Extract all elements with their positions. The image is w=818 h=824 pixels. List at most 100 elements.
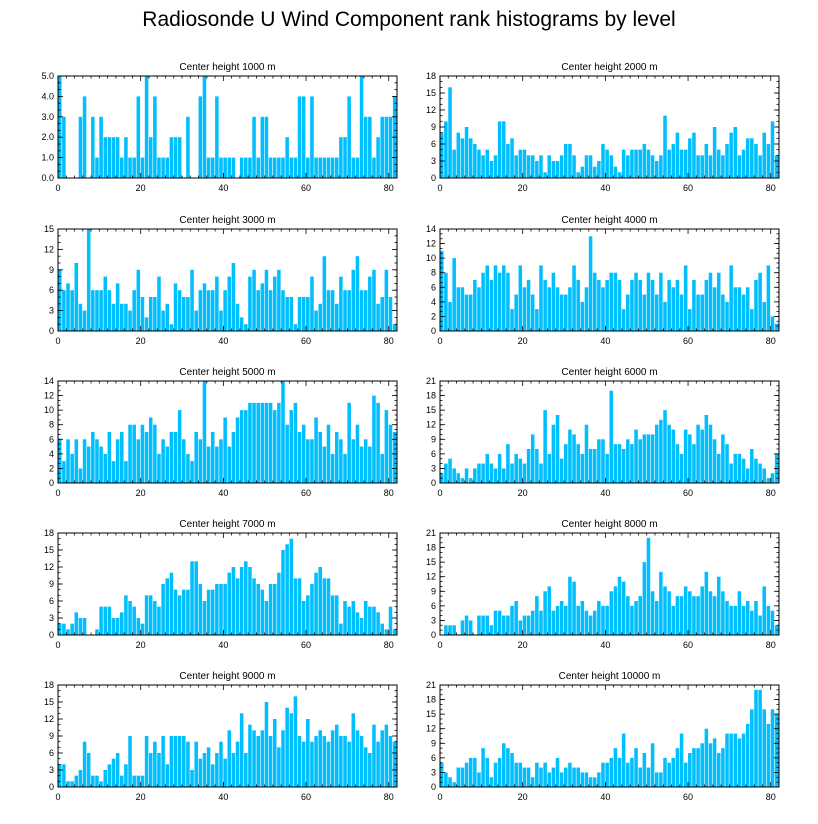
histogram-bar [128, 736, 132, 787]
histogram-bar [555, 415, 560, 483]
histogram-bar [485, 149, 490, 178]
histogram-bar [584, 772, 589, 787]
histogram-bar [485, 453, 490, 483]
histogram-bar [452, 258, 456, 331]
histogram-bar [173, 589, 178, 635]
histogram-bar [268, 157, 273, 178]
histogram-bar [318, 303, 322, 331]
histogram-bar [111, 758, 116, 787]
histogram-bar [725, 301, 729, 331]
histogram-bar [679, 294, 684, 331]
histogram-bar [758, 463, 762, 483]
histogram-bar [376, 303, 380, 331]
histogram-bar [733, 127, 738, 178]
histogram-bar [206, 446, 211, 483]
histogram-bar [120, 303, 124, 331]
y-tick-label: 0 [49, 782, 54, 792]
histogram-bar [91, 775, 95, 787]
histogram-bar [124, 303, 128, 331]
histogram-bar [322, 736, 327, 787]
histogram-bar [634, 272, 638, 331]
histogram-bar [630, 149, 634, 178]
panel-title: Center height 6000 m [561, 367, 657, 378]
histogram-bar [605, 149, 609, 178]
histogram-bar [62, 116, 66, 178]
histogram-bar [543, 591, 547, 635]
histogram-bar [86, 446, 91, 483]
histogram-bar [264, 402, 269, 483]
histogram-bar [351, 269, 356, 331]
y-tick-label: 15 [426, 709, 436, 719]
histogram-bar [510, 463, 514, 483]
histogram-bar [322, 256, 327, 331]
histogram-bar [502, 121, 506, 178]
histogram-bar [206, 290, 211, 331]
histogram-bar [124, 137, 128, 178]
histogram-bar [169, 137, 174, 178]
histogram-bar [712, 287, 717, 331]
histogram-bar [646, 537, 651, 635]
histogram-bar [766, 144, 771, 178]
histogram-bar [659, 155, 663, 178]
histogram-bar [584, 155, 589, 178]
histogram-bar [750, 449, 754, 483]
histogram-bar [514, 453, 518, 483]
histogram-bar [663, 586, 667, 635]
histogram-bar [506, 615, 510, 635]
histogram-bar [770, 473, 775, 483]
panel-8: Center height 8000 m 0 20 40 60 80 0 3 6 9 12 15 18 2… [426, 519, 780, 650]
histogram-bar [638, 280, 642, 331]
histogram-bar [584, 287, 589, 331]
x-tick-label: 0 [437, 183, 442, 193]
histogram-bar [62, 764, 66, 787]
histogram-bar [115, 618, 120, 635]
histogram-bar [518, 149, 523, 178]
histogram-bar [741, 149, 746, 178]
histogram-bar [314, 736, 318, 787]
histogram-bar [120, 612, 124, 635]
histogram-bar [597, 439, 601, 483]
y-tick-label: 18 [44, 680, 54, 690]
histogram-bar [235, 417, 240, 483]
histogram-bar [74, 775, 79, 787]
panel-3: Center height 3000 m 0 20 40 60 80 0 3 6 9 12 15 [44, 215, 398, 346]
histogram-bar [368, 276, 372, 331]
plot-frame [439, 684, 780, 788]
histogram-bar [477, 149, 481, 178]
histogram-bar [750, 709, 754, 787]
histogram-bar [626, 762, 630, 787]
histogram-bar [659, 571, 663, 635]
histogram-bar [766, 265, 771, 331]
histogram-bar [186, 297, 190, 331]
histogram-bar [559, 601, 564, 635]
histogram-bar [510, 753, 514, 787]
histogram-bar [190, 770, 194, 787]
x-tick-label: 0 [55, 488, 60, 498]
histogram-bar [493, 155, 498, 178]
histogram-bar [754, 144, 758, 178]
histogram-bar [78, 468, 83, 483]
histogram-bar [103, 276, 108, 331]
histogram-bar [663, 115, 667, 178]
histogram-bar [621, 309, 626, 331]
histogram-bar [688, 753, 692, 787]
histogram-bar [741, 458, 746, 483]
histogram-bar [704, 144, 709, 178]
histogram-bar [580, 301, 585, 331]
panel-title: Center height 7000 m [179, 519, 275, 530]
histogram-bar [99, 446, 103, 483]
histogram-bar [597, 772, 601, 787]
histogram-bar [572, 265, 576, 331]
histogram-bar [260, 730, 265, 787]
histogram-bar [502, 265, 506, 331]
histogram-bar [318, 157, 322, 178]
histogram-bar [551, 767, 556, 787]
histogram-bar [74, 612, 79, 635]
histogram-bar [473, 280, 477, 331]
histogram-bar [642, 144, 647, 178]
histogram-bar [268, 290, 273, 331]
histogram-bar [530, 294, 535, 331]
histogram-bar [343, 736, 347, 787]
y-tick-label: 21 [426, 680, 436, 690]
histogram-bar [481, 615, 485, 635]
